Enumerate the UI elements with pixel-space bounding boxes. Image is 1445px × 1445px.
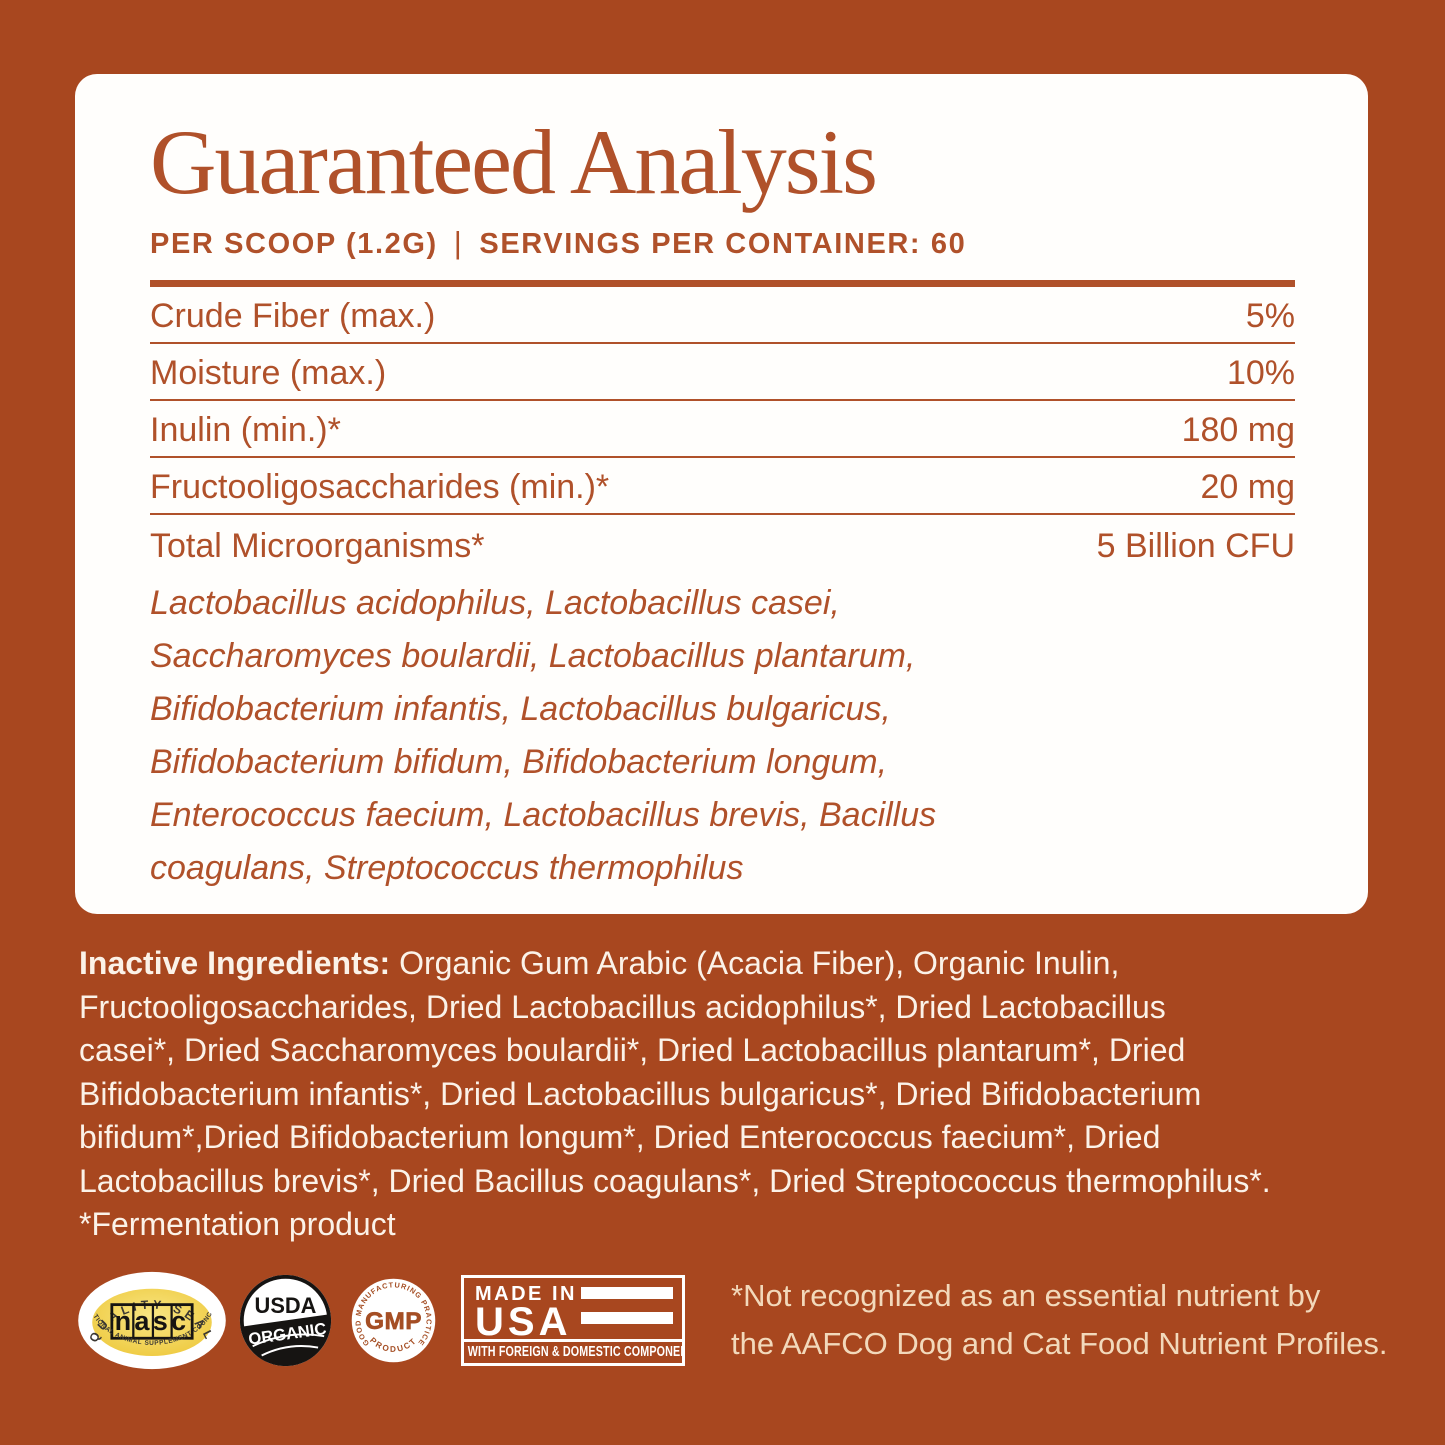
analysis-row-crude-fiber: Crude Fiber (max.) 5% bbox=[150, 287, 1295, 344]
made-in-usa-badge: MADE IN USA WITH FOREIGN & DOMESTIC COMP… bbox=[461, 1274, 685, 1366]
analysis-row-total-microorganisms: Total Microorganisms* 5 Billion CFU bbox=[150, 515, 1295, 572]
usda-text: USDA bbox=[255, 1292, 317, 1317]
inactive-line: casei*, Dried Saccharomyces boulardii*, … bbox=[79, 1032, 1186, 1068]
per-scoop-text: PER SCOOP (1.2G) bbox=[150, 228, 438, 261]
analysis-row-inulin: Inulin (min.)* 180 mg bbox=[150, 401, 1295, 458]
species-line: coagulans, Streptococcus thermophilus bbox=[150, 848, 744, 887]
components-text: WITH FOREIGN & DOMESTIC COMPONENTS bbox=[467, 1344, 682, 1360]
inactive-line: bifidum*,Dried Bifidobacterium longum*, … bbox=[79, 1119, 1161, 1155]
row-value: 5 Billion CFU bbox=[1096, 526, 1295, 565]
inactive-line: Bifidobacterium infantis*, Dried Lactoba… bbox=[79, 1075, 1202, 1112]
certification-footer: QUALITY SEAL nasc NATIONAL ANIMAL SUPPLE… bbox=[77, 1268, 1407, 1372]
inactive-line: Lactobacillus brevis*, Dried Bacillus co… bbox=[79, 1162, 1271, 1199]
guaranteed-analysis-card: Guaranteed Analysis PER SCOOP (1.2G) | S… bbox=[75, 74, 1368, 914]
page-title: Guaranteed Analysis bbox=[150, 111, 878, 213]
flag-stripe bbox=[581, 1286, 673, 1299]
row-value: 5% bbox=[1245, 296, 1295, 335]
servings-per-container-text: SERVINGS PER CONTAINER: 60 bbox=[479, 228, 967, 261]
usa-components-strip: WITH FOREIGN & DOMESTIC COMPONENTS bbox=[464, 1338, 682, 1363]
inactive-line: Inactive Ingredients: Organic Gum Arabic… bbox=[79, 945, 1120, 981]
species-line: Enterococcus faecium, Lactobacillus brev… bbox=[150, 795, 937, 834]
footnote-line: the AAFCO Dog and Cat Food Nutrient Prof… bbox=[731, 1326, 1388, 1361]
species-line: Lactobacillus acidophilus, Lactobacillus… bbox=[150, 583, 840, 622]
row-label: Inulin (min.)* bbox=[150, 410, 341, 449]
usa-text: USA bbox=[475, 1299, 572, 1344]
header-rule bbox=[150, 279, 1295, 287]
usda-organic-seal: ORGANIC USDA bbox=[239, 1274, 332, 1366]
footnote-line: *Not recognized as an essential nutrient… bbox=[731, 1278, 1321, 1313]
row-label: Moisture (max.) bbox=[150, 353, 387, 392]
row-value: 20 mg bbox=[1200, 467, 1296, 506]
analysis-row-moisture: Moisture (max.) 10% bbox=[150, 344, 1295, 401]
flag-stripe bbox=[581, 1311, 673, 1324]
analysis-row-fos: Fructooligosaccharides (min.)* 20 mg bbox=[150, 458, 1295, 515]
row-value: 180 mg bbox=[1181, 410, 1295, 449]
inactive-ingredients-section: Inactive Ingredients: Organic Gum Arabic… bbox=[79, 942, 1409, 1247]
nasc-wordmark: nasc bbox=[115, 1304, 190, 1335]
usa-badge-words: MADE IN USA bbox=[475, 1282, 577, 1344]
made-in-text: MADE IN bbox=[475, 1282, 577, 1305]
fermentation-note: *Fermentation product bbox=[79, 1206, 396, 1242]
row-value: 10% bbox=[1226, 353, 1295, 392]
species-line: Saccharomyces boulardii, Lactobacillus p… bbox=[150, 636, 916, 675]
inactive-ingredients-label: Inactive Ingredients: bbox=[79, 945, 391, 981]
inactive-line: Fructooligosaccharides, Dried Lactobacil… bbox=[79, 988, 1166, 1025]
nasc-quality-seal: QUALITY SEAL nasc NATIONAL ANIMAL SUPPLE… bbox=[77, 1271, 226, 1369]
row-label: Crude Fiber (max.) bbox=[150, 296, 436, 335]
flag-stripes bbox=[581, 1284, 673, 1339]
subtitle-separator: | bbox=[453, 224, 464, 260]
gmp-seal: GOOD MANUFACTURING PRACTICE • PRODUCT • … bbox=[350, 1277, 436, 1362]
gmp-center-text: GMP bbox=[365, 1308, 422, 1335]
row-label: Fructooligosaccharides (min.)* bbox=[150, 467, 610, 506]
serving-info: PER SCOOP (1.2G) | SERVINGS PER CONTAINE… bbox=[150, 224, 1295, 263]
row-label: Total Microorganisms* bbox=[150, 526, 485, 565]
species-line: Bifidobacterium bifidum, Bifidobacterium… bbox=[150, 742, 888, 781]
microorganism-species-list: Lactobacillus acidophilus, Lactobacillus… bbox=[150, 577, 1295, 895]
aafco-footnote: *Not recognized as an essential nutrient… bbox=[731, 1272, 1387, 1368]
species-line: Bifidobacterium infantis, Lactobacillus … bbox=[150, 689, 891, 728]
